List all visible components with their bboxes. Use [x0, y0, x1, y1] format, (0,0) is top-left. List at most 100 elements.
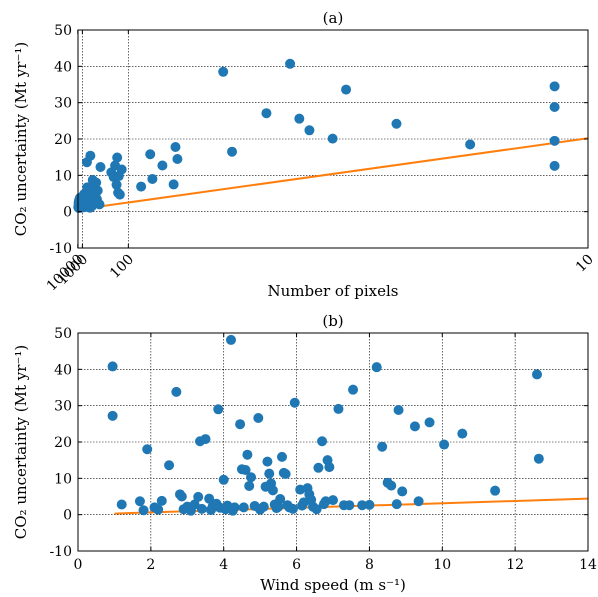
y-tick-label: 50	[54, 326, 72, 342]
data-point	[244, 480, 255, 491]
y-tick-label: 20	[54, 132, 72, 148]
y-axis-label-a: CO₂ uncertainty (Mt yr⁻¹)	[12, 42, 30, 236]
data-point	[424, 417, 435, 428]
data-point	[229, 502, 240, 513]
data-point	[95, 161, 106, 172]
data-point	[490, 485, 501, 496]
data-point	[341, 84, 352, 95]
points-b	[107, 334, 544, 516]
data-point	[275, 494, 286, 505]
y-tick-label: -10	[49, 241, 72, 257]
data-point	[200, 434, 211, 445]
y-tick-label: 0	[63, 508, 72, 524]
y-tick-label: -10	[49, 544, 72, 560]
data-point	[377, 441, 388, 452]
x-tick-label: 4	[219, 557, 228, 573]
data-point	[176, 491, 187, 502]
data-point	[238, 502, 249, 513]
data-point	[196, 503, 207, 514]
y-tick-label: 10	[54, 168, 72, 184]
y-tick-label: 30	[54, 399, 72, 415]
data-point	[364, 499, 375, 510]
fit-line-a	[78, 137, 589, 211]
data-point	[171, 386, 182, 397]
chart-title-b: (b)	[322, 312, 343, 330]
data-point	[116, 499, 127, 510]
chart-title-a: (a)	[323, 9, 344, 27]
data-point	[240, 464, 251, 475]
data-point	[457, 428, 468, 439]
data-point	[213, 404, 224, 415]
x-tick-label: 2	[146, 557, 155, 573]
x-ticks-b: 0 2 4 6 8 10 12 14	[74, 333, 597, 573]
data-point	[465, 139, 476, 150]
x-axis-label-a: Number of pixels	[267, 282, 398, 300]
points-a	[73, 58, 560, 214]
data-point	[333, 403, 344, 414]
data-point	[289, 397, 300, 408]
data-point	[311, 504, 322, 515]
data-point	[107, 361, 118, 372]
data-point	[193, 491, 204, 502]
data-point	[294, 113, 305, 124]
x-tick-label: 10	[433, 557, 451, 573]
y-tick-label: 0	[63, 205, 72, 221]
data-point	[344, 500, 355, 511]
data-point	[156, 495, 167, 506]
data-point	[153, 504, 164, 515]
x-axis-label-b: Wind speed (m s⁻¹)	[260, 576, 406, 594]
y-tick-label: 30	[54, 96, 72, 112]
data-point	[304, 125, 315, 136]
data-point	[112, 152, 123, 163]
data-point	[246, 472, 257, 483]
data-point	[170, 141, 181, 152]
data-point	[261, 108, 272, 119]
data-point	[549, 135, 560, 146]
data-point	[409, 421, 420, 432]
x-tick-label: 10	[573, 252, 597, 276]
data-point	[189, 499, 200, 510]
data-point	[227, 146, 238, 157]
data-point	[91, 177, 102, 188]
data-point	[533, 453, 544, 464]
data-point	[532, 369, 542, 380]
x-tick-label: 6	[292, 557, 301, 573]
data-point	[136, 181, 147, 192]
y-axis-label-b: CO₂ uncertainty (Mt yr⁻¹)	[12, 345, 30, 539]
data-point	[218, 66, 229, 77]
data-point	[549, 102, 560, 113]
data-point	[357, 500, 368, 511]
x-tick-label: 8	[365, 557, 374, 573]
data-point	[218, 474, 229, 485]
data-point	[439, 439, 450, 450]
y-tick-label: 40	[54, 362, 72, 378]
y-ticks-a: -10 0 10 20 30 40 50	[49, 23, 588, 257]
data-point	[164, 460, 175, 471]
data-point	[391, 499, 402, 510]
data-point	[92, 185, 103, 196]
data-point	[285, 58, 296, 69]
fit-line	[78, 137, 589, 211]
x-tick-label: 0	[74, 557, 83, 573]
data-point	[386, 480, 397, 491]
data-point	[264, 468, 275, 479]
data-point	[94, 199, 105, 210]
data-point	[391, 118, 402, 129]
data-point	[172, 153, 183, 164]
data-point	[267, 485, 278, 496]
data-point	[371, 362, 382, 373]
data-point	[324, 462, 335, 473]
data-point	[328, 495, 338, 506]
data-point	[242, 449, 253, 460]
data-point	[549, 160, 560, 171]
data-point	[142, 444, 153, 455]
x-tick-label: 12	[506, 557, 524, 573]
data-point	[549, 81, 560, 92]
data-point	[280, 468, 291, 479]
data-point	[168, 179, 179, 190]
data-point	[204, 493, 215, 504]
data-point	[262, 456, 273, 467]
data-point	[235, 419, 246, 430]
